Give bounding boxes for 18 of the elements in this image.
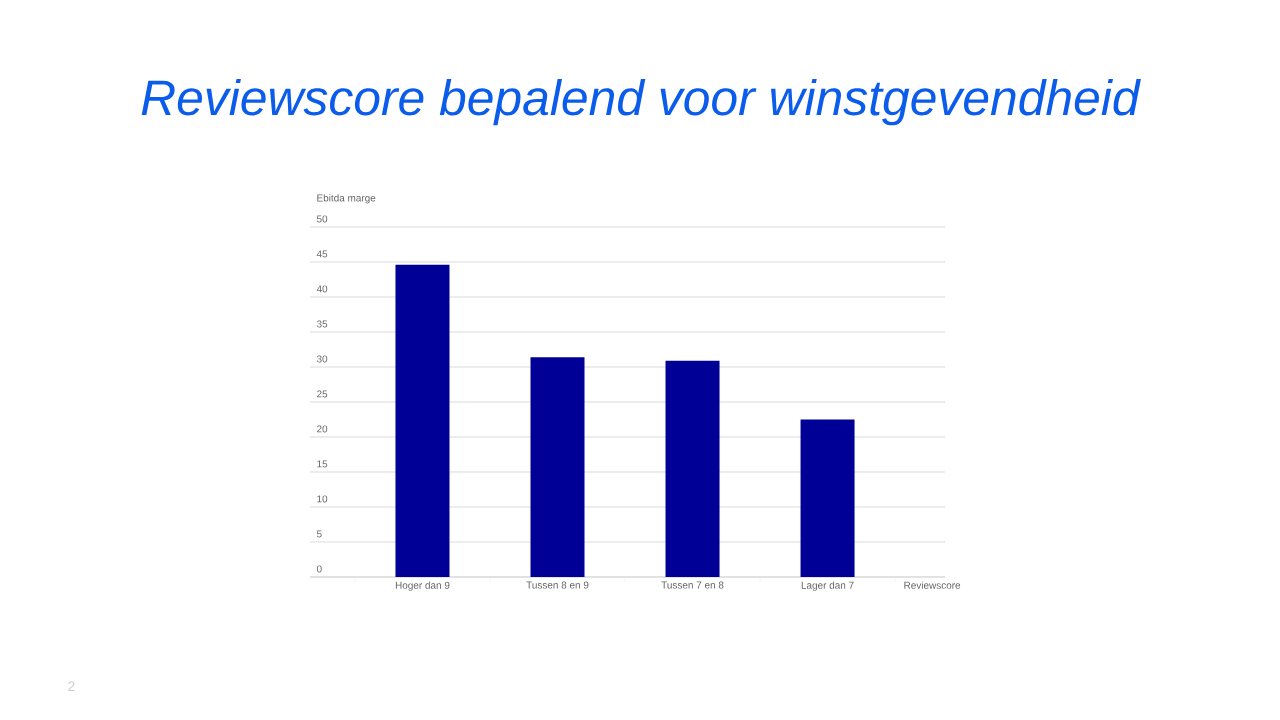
x-axis-title: Reviewscore xyxy=(904,581,961,589)
y-tick-label: 30 xyxy=(316,355,328,363)
y-tick-label: 50 xyxy=(316,215,328,223)
y-tick-label: 40 xyxy=(316,285,328,293)
y-tick-label: 45 xyxy=(316,250,328,258)
y-axis-title: Ebitda marge xyxy=(317,194,376,204)
y-tick-label: 25 xyxy=(317,390,328,398)
y-tick-label: 0 xyxy=(316,565,322,573)
x-tick-label: Hoger dan 9 xyxy=(395,581,450,591)
x-tick-label: Tussen 7 en 8 xyxy=(661,581,724,589)
y-tick-label: 5 xyxy=(316,530,322,538)
chart-title: Reviewscore bepalend voor winstgevendheid xyxy=(141,78,1141,126)
y-tick-label: 15 xyxy=(317,460,328,468)
x-tick-label: Tussen 8 en 9 xyxy=(526,581,589,589)
y-tick-label: 20 xyxy=(317,425,328,433)
y-tick-label: 10 xyxy=(317,495,328,503)
y-tick-label: 35 xyxy=(316,320,328,328)
x-tick-label: Lager dan 7 xyxy=(801,581,854,591)
